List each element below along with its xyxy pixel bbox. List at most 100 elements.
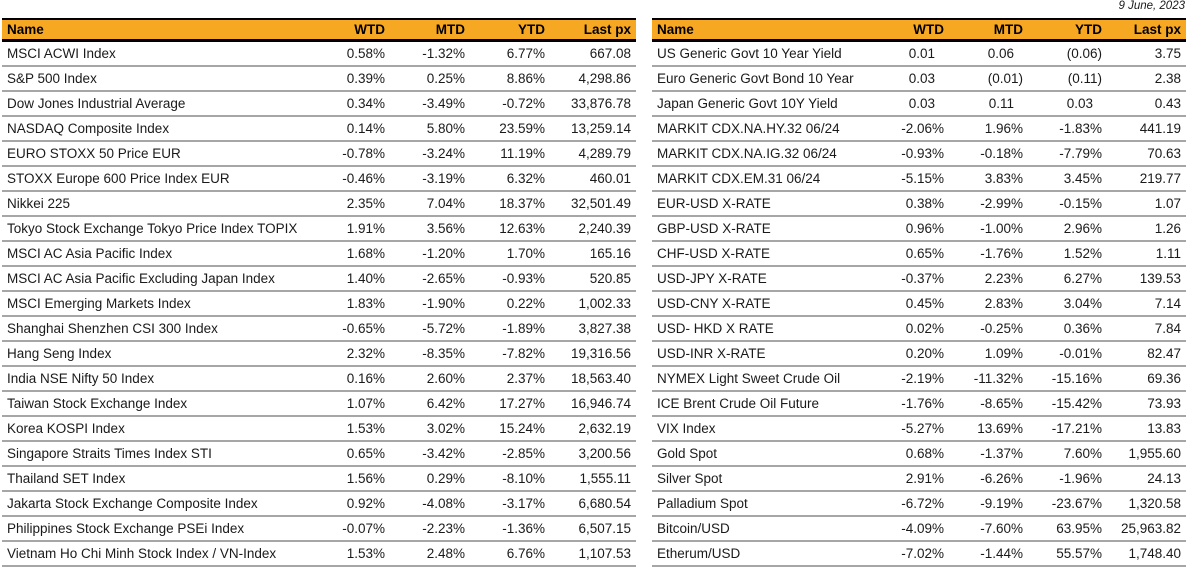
mtd-cell: 2.48%	[390, 541, 470, 567]
wtd-cell: 0.39%	[320, 66, 390, 92]
last-cell: 7.84	[1107, 316, 1186, 342]
ytd-cell: -15.16%	[1028, 366, 1107, 392]
name-cell: Thailand SET Index	[2, 466, 320, 492]
table-row: MSCI AC Asia Pacific Excluding Japan Ind…	[2, 266, 636, 292]
name-cell: VIX Index	[652, 416, 892, 442]
wtd-cell: -0.93%	[892, 141, 949, 167]
table-row: Etherum/USD -7.02% -1.44% 55.57% 1,748.40	[652, 541, 1186, 567]
ytd-cell: 0.03	[1028, 91, 1107, 117]
rates-fx-commodities-table: Name WTD MTD YTD Last px US Generic Govt…	[652, 18, 1186, 567]
last-cell: 1.07	[1107, 191, 1186, 217]
last-cell: 1,320.58	[1107, 491, 1186, 517]
wtd-cell: 2.91%	[892, 466, 949, 492]
wtd-cell: -0.37%	[892, 266, 949, 292]
name-cell: Euro Generic Govt Bond 10 Year	[652, 66, 892, 92]
mtd-cell: 6.42%	[390, 391, 470, 417]
wtd-cell: 0.38%	[892, 191, 949, 217]
wtd-cell: 1.91%	[320, 216, 390, 242]
mtd-cell: -11.32%	[949, 366, 1028, 392]
last-cell: 13,259.14	[550, 116, 636, 142]
wtd-cell: -2.19%	[892, 366, 949, 392]
table-row: Dow Jones Industrial Average 0.34% -3.49% -…	[2, 91, 636, 117]
report-date: 9 June, 2023	[1118, 0, 1185, 12]
name-cell: Bitcoin/USD	[652, 516, 892, 542]
mtd-cell: 2.83%	[949, 291, 1028, 317]
wtd-cell: -5.27%	[892, 416, 949, 442]
table-row: MSCI ACWI Index 0.58% -1.32% 6.77% 667.08	[2, 40, 636, 67]
mtd-cell: -4.08%	[390, 491, 470, 517]
table-row: MARKIT CDX.EM.31 06/24 -5.15% 3.83% 3.45% 21…	[652, 166, 1186, 192]
wtd-cell: -6.72%	[892, 491, 949, 517]
ytd-cell: -2.85%	[470, 441, 550, 467]
table-row: Palladium Spot -6.72% -9.19% -23.67% 1,320.5…	[652, 491, 1186, 517]
mtd-cell: 3.83%	[949, 166, 1028, 192]
column-header-last-px: Last px	[1107, 18, 1186, 42]
table-row: Thailand SET Index 1.56% 0.29% -8.10% 1,555.…	[2, 466, 636, 492]
name-cell: US Generic Govt 10 Year Yield	[652, 40, 892, 67]
ytd-cell: 6.77%	[470, 40, 550, 67]
ytd-cell: -1.89%	[470, 316, 550, 342]
mtd-cell: 1.96%	[949, 116, 1028, 142]
name-cell: ICE Brent Crude Oil Future	[652, 391, 892, 417]
mtd-cell: -7.60%	[949, 516, 1028, 542]
last-cell: 82.47	[1107, 341, 1186, 367]
ytd-cell: 12.63%	[470, 216, 550, 242]
mtd-cell: 2.23%	[949, 266, 1028, 292]
wtd-cell: -4.09%	[892, 516, 949, 542]
name-cell: Dow Jones Industrial Average	[2, 91, 320, 117]
ytd-cell: -0.15%	[1028, 191, 1107, 217]
mtd-cell: 0.29%	[390, 466, 470, 492]
ytd-cell: -0.72%	[470, 91, 550, 117]
ytd-cell: 2.37%	[470, 366, 550, 392]
table-row: Euro Generic Govt Bond 10 Year 0.03 (0.01)…	[652, 66, 1186, 92]
name-cell: Taiwan Stock Exchange Index	[2, 391, 320, 417]
ytd-cell: -3.17%	[470, 491, 550, 517]
wtd-cell: 1.53%	[320, 416, 390, 442]
mtd-cell: -1.37%	[949, 441, 1028, 467]
column-header-name: Name	[2, 18, 320, 42]
ytd-cell: 0.22%	[470, 291, 550, 317]
mtd-cell: 5.80%	[390, 116, 470, 142]
name-cell: NYMEX Light Sweet Crude Oil	[652, 366, 892, 392]
table-row: STOXX Europe 600 Price Index EUR -0.46% -3…	[2, 166, 636, 192]
last-cell: 4,298.86	[550, 66, 636, 92]
last-cell: 4,289.79	[550, 141, 636, 167]
last-cell: 1,002.33	[550, 291, 636, 317]
wtd-cell: 0.03	[892, 66, 949, 92]
mtd-cell: -1.20%	[390, 241, 470, 267]
wtd-cell: 0.65%	[320, 441, 390, 467]
mtd-cell: 3.02%	[390, 416, 470, 442]
table-row: EUR-USD X-RATE 0.38% -2.99% -0.15% 1.07	[652, 191, 1186, 217]
ytd-cell: (0.06)	[1028, 40, 1107, 67]
ytd-cell: 3.45%	[1028, 166, 1107, 192]
name-cell: MARKIT CDX.NA.HY.32 06/24	[652, 116, 892, 142]
last-cell: 165.16	[550, 241, 636, 267]
name-cell: EUR-USD X-RATE	[652, 191, 892, 217]
rates-table-header: Name WTD MTD YTD Last px	[652, 18, 1186, 42]
wtd-cell: 0.92%	[320, 491, 390, 517]
last-cell: 460.01	[550, 166, 636, 192]
ytd-cell: 1.70%	[470, 241, 550, 267]
equity-indices-table: Name WTD MTD YTD Last px MSCI ACWI Index…	[2, 18, 636, 567]
mtd-cell: 13.69%	[949, 416, 1028, 442]
ytd-cell: -1.83%	[1028, 116, 1107, 142]
wtd-cell: 0.20%	[892, 341, 949, 367]
name-cell: Nikkei 225	[2, 191, 320, 217]
mtd-cell: 3.56%	[390, 216, 470, 242]
mtd-cell: (0.01)	[949, 66, 1028, 92]
name-cell: Tokyo Stock Exchange Tokyo Price Index T…	[2, 216, 320, 242]
ytd-cell: 7.60%	[1028, 441, 1107, 467]
name-cell: Korea KOSPI Index	[2, 416, 320, 442]
table-row: Korea KOSPI Index 1.53% 3.02% 15.24% 2,632.1…	[2, 416, 636, 442]
name-cell: STOXX Europe 600 Price Index EUR	[2, 166, 320, 192]
name-cell: Hang Seng Index	[2, 341, 320, 367]
last-cell: 1,107.53	[550, 541, 636, 567]
name-cell: Gold Spot	[652, 441, 892, 467]
last-cell: 1,748.40	[1107, 541, 1186, 567]
wtd-cell: 1.07%	[320, 391, 390, 417]
last-cell: 2,240.39	[550, 216, 636, 242]
table-row: USD-JPY X-RATE -0.37% 2.23% 6.27% 139.53	[652, 266, 1186, 292]
table-row: US Generic Govt 10 Year Yield 0.01 0.06 (0.…	[652, 40, 1186, 67]
name-cell: India NSE Nifty 50 Index	[2, 366, 320, 392]
table-row: Philippines Stock Exchange PSEi Index -0.…	[2, 516, 636, 542]
